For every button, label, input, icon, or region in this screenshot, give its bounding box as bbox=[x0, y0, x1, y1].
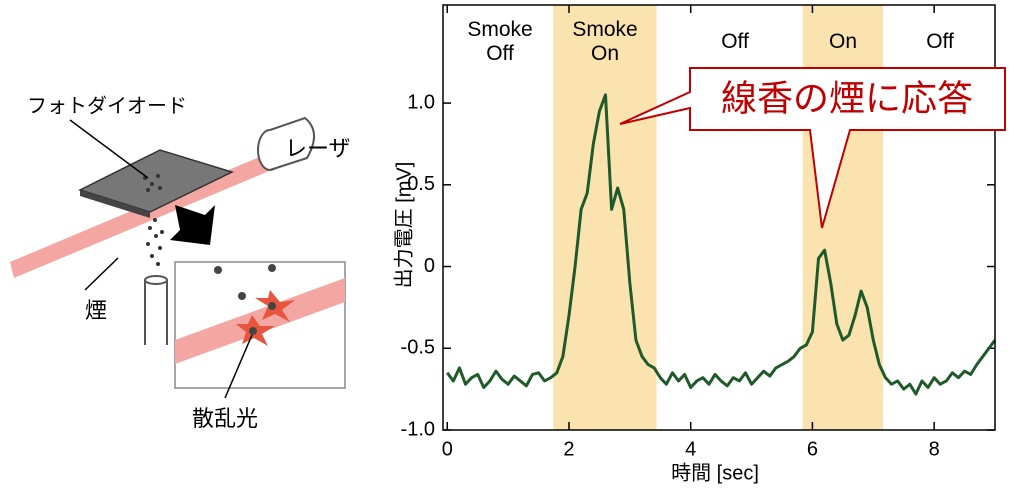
x-tick-label: 4 bbox=[685, 438, 696, 460]
diagram: フォトダイオード レーザ 煙 散乱光 bbox=[10, 94, 351, 431]
laser-label: レーザ bbox=[285, 136, 351, 161]
x-tick-label: 0 bbox=[442, 438, 453, 460]
region-label: On bbox=[829, 30, 857, 53]
x-axis-label: 時間 [sec] bbox=[671, 461, 759, 484]
callout-text: 線香の煙に応答 bbox=[721, 78, 973, 119]
y-axis-label: 出力電圧 [mV] bbox=[392, 162, 415, 289]
y-tick-label: -0.5 bbox=[401, 337, 435, 359]
x-tick-label: 8 bbox=[929, 438, 940, 460]
y-tick-label: -1.0 bbox=[401, 418, 435, 440]
region-label: Off bbox=[721, 30, 749, 53]
scatter-label: 散乱光 bbox=[192, 406, 258, 431]
y-tick-label: 1.0 bbox=[407, 91, 435, 113]
x-tick-label: 2 bbox=[563, 438, 574, 460]
figure: フォトダイオード レーザ 煙 散乱光 SmokeOffSmokeOnOffOnO… bbox=[0, 0, 1021, 498]
arrow bbox=[170, 205, 215, 245]
data-line bbox=[447, 95, 995, 394]
shaded-region bbox=[553, 5, 656, 430]
photodiode-label: フォトダイオード bbox=[27, 94, 187, 117]
region-label: Off bbox=[926, 30, 954, 53]
incense-top bbox=[145, 276, 167, 284]
x-tick-label: 6 bbox=[807, 438, 818, 460]
smoke-label: 煙 bbox=[85, 298, 107, 323]
incense bbox=[145, 280, 167, 345]
y-tick-label: 0 bbox=[424, 255, 435, 277]
